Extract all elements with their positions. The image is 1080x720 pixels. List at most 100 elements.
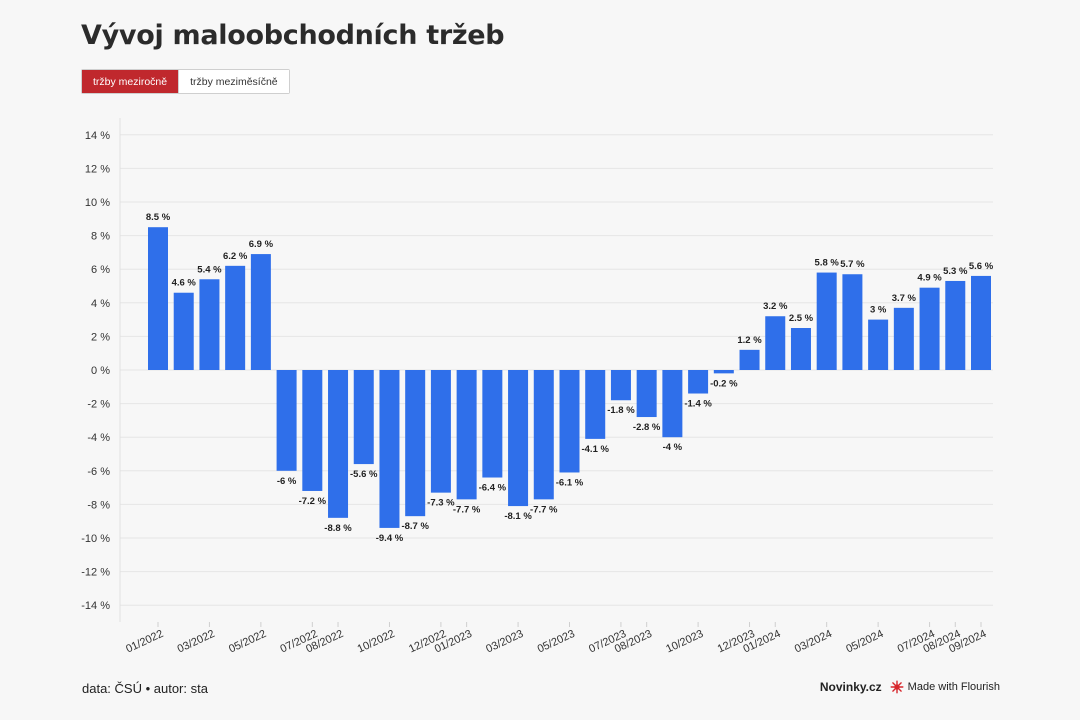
y-tick-label: -6 %: [87, 466, 110, 478]
data-label: 5.7 %: [840, 259, 865, 270]
y-tick-label: -10 %: [81, 533, 110, 545]
data-label: 1.2 %: [737, 335, 762, 346]
x-tick-label: 03/2024: [793, 628, 834, 656]
data-label: -1.8 %: [607, 405, 635, 416]
data-label: 4.6 %: [172, 278, 197, 289]
x-tick-label: 05/2024: [844, 628, 885, 656]
x-tick-label: 05/2023: [536, 628, 577, 656]
data-label: -7.7 %: [453, 504, 481, 515]
x-tick-label: 10/2022: [356, 628, 397, 656]
y-tick-label: 8 %: [91, 231, 110, 243]
bar: [148, 227, 168, 370]
bar: [893, 307, 914, 370]
y-tick-label: -2 %: [87, 399, 110, 411]
bar: [713, 370, 734, 374]
bar: [379, 370, 400, 528]
y-tick-label: 0 %: [91, 365, 110, 377]
x-tick-label: 01/2022: [124, 628, 165, 656]
toggle-yoy-button[interactable]: tržby meziročně: [82, 70, 179, 93]
bar: [225, 265, 246, 370]
data-label: -5.6 %: [350, 469, 378, 480]
data-label: 5.3 %: [943, 266, 968, 277]
y-tick-label: 10 %: [85, 197, 110, 209]
data-label: 5.8 %: [815, 258, 840, 269]
data-label: -0.2 %: [710, 378, 738, 389]
y-tick-label: 6 %: [91, 264, 110, 276]
bar: [739, 349, 760, 370]
bar: [353, 370, 374, 465]
bar: [585, 370, 606, 439]
data-label: -6 %: [277, 476, 297, 487]
bar: [868, 319, 889, 370]
data-label: 3 %: [870, 305, 887, 316]
bar: [945, 280, 966, 370]
data-label: -7.2 %: [299, 496, 327, 507]
y-tick-label: 14 %: [85, 130, 110, 142]
data-label: 6.2 %: [223, 251, 248, 262]
y-tick-label: -14 %: [81, 600, 110, 612]
bar: [302, 370, 323, 491]
data-label: -4.1 %: [581, 444, 609, 455]
bar: [508, 370, 529, 507]
y-tick-label: -8 %: [87, 499, 110, 511]
bar: [276, 370, 297, 471]
data-label: -1.4 %: [684, 399, 712, 410]
data-label: -6.1 %: [556, 477, 584, 488]
bar: [765, 316, 786, 370]
bar: [456, 370, 477, 500]
made-with-label: Made with Flourish: [907, 681, 1000, 693]
chart-title: Vývoj maloobchodních tržeb: [81, 20, 505, 51]
data-label: -7.7 %: [530, 504, 558, 515]
bar: [559, 370, 580, 473]
bar: [688, 370, 709, 394]
x-tick-label: 03/2022: [176, 628, 217, 656]
y-tick-label: 12 %: [85, 163, 110, 175]
y-tick-label: 4 %: [91, 298, 110, 310]
data-label: 5.6 %: [969, 261, 994, 272]
data-label: 3.2 %: [763, 301, 788, 312]
bar: [199, 279, 220, 370]
data-label: 8.5 %: [146, 212, 171, 223]
source-note: data: ČSÚ • autor: sta: [82, 681, 208, 696]
data-label: -9.4 %: [376, 533, 404, 544]
bar: [610, 370, 631, 401]
data-label: 4.9 %: [917, 273, 942, 284]
x-tick-label: 03/2023: [484, 628, 525, 656]
data-label: -6.4 %: [479, 483, 507, 494]
metric-toggle: tržby meziročně tržby meziměsíčně: [81, 69, 290, 94]
flourish-icon: [890, 680, 904, 694]
data-label: -8.1 %: [504, 511, 532, 522]
bar: [636, 370, 657, 418]
x-tick-label: 05/2022: [227, 628, 268, 656]
brand-logo[interactable]: Novinky.cz: [819, 680, 882, 694]
flourish-credit[interactable]: Made with Flourish: [890, 680, 1000, 694]
bar: [533, 370, 554, 500]
bar: [971, 275, 991, 370]
bar: [405, 370, 426, 517]
bar: [328, 370, 349, 518]
y-tick-label: -12 %: [81, 567, 110, 579]
bar: [173, 292, 194, 370]
bar: [919, 287, 940, 370]
toggle-mom-button[interactable]: tržby meziměsíčně: [178, 70, 289, 93]
data-label: -4 %: [663, 442, 683, 453]
x-tick-label: 10/2023: [664, 628, 705, 656]
bar: [482, 370, 503, 478]
bar: [250, 254, 271, 370]
data-label: 5.4 %: [197, 264, 222, 275]
y-tick-label: -4 %: [87, 432, 110, 444]
bar: [430, 370, 451, 493]
data-label: -2.8 %: [633, 422, 661, 433]
data-label: -8.8 %: [324, 523, 352, 534]
data-label: 3.7 %: [892, 293, 917, 304]
data-label: -7.3 %: [427, 498, 455, 509]
footer-branding: Novinky.cz Made with Flourish: [820, 680, 1000, 694]
bar: [790, 328, 811, 370]
data-label: 2.5 %: [789, 313, 814, 324]
y-tick-label: 2 %: [91, 331, 110, 343]
data-label: 6.9 %: [249, 239, 274, 250]
bar: [842, 274, 863, 370]
bar: [662, 370, 683, 438]
bar: [816, 272, 837, 370]
